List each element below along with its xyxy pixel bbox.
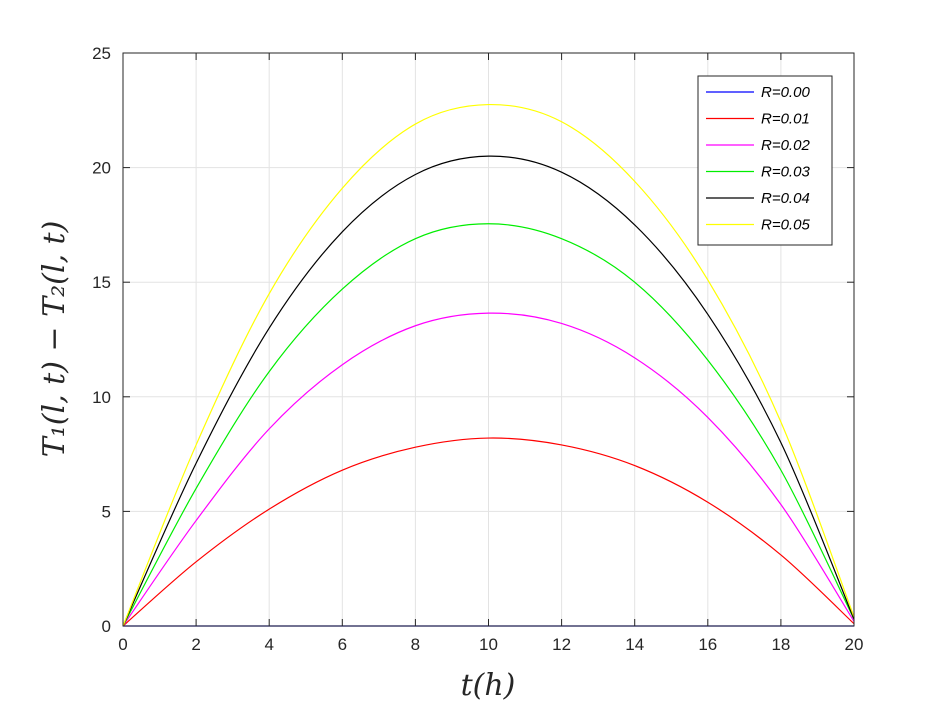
axis-ticks: 0 2 4 6 8 10 12 14 16 18 20 0 5 10 15 20 25 — [92, 44, 863, 654]
series-line-R=0.04 — [122, 155, 855, 627]
series-line-R=0.03 — [122, 223, 855, 627]
legend: R=0.00 R=0.01 R=0.02 R=0.03 R=0.04 R=0.05 — [697, 75, 833, 246]
legend-box — [697, 75, 833, 246]
y-axis-label: T₁(l, t) − T₂(l, t) — [37, 221, 72, 458]
legend-label: R=0.03 — [761, 164, 810, 181]
legend-label: R=0.04 — [761, 190, 810, 207]
y-tick-label: 25 — [92, 44, 111, 63]
x-tick-label: 12 — [552, 635, 571, 654]
y-tick-label: 0 — [102, 617, 111, 636]
y-tick-label: 10 — [92, 388, 111, 407]
x-axis-label: t(h) — [461, 668, 516, 703]
x-tick-label: 16 — [698, 635, 717, 654]
y-tick-label: 20 — [92, 159, 111, 178]
x-tick-label: 14 — [625, 635, 644, 654]
y-tick-label: 5 — [102, 502, 111, 521]
x-tick-label: 18 — [771, 635, 790, 654]
x-tick-label: 0 — [118, 635, 127, 654]
series-line-R=0.05 — [122, 103, 855, 627]
y-tick-label: 15 — [92, 273, 111, 292]
x-tick-label: 20 — [845, 635, 864, 654]
legend-label: R=0.00 — [761, 84, 810, 101]
legend-label: R=0.01 — [761, 111, 810, 128]
legend-label: R=0.02 — [761, 137, 810, 154]
legend-label: R=0.05 — [761, 217, 810, 234]
series-line-R=0.02 — [122, 312, 855, 627]
series-line-R=0.01 — [122, 437, 855, 627]
x-tick-label: 8 — [411, 635, 420, 654]
x-tick-label: 4 — [264, 635, 273, 654]
x-tick-label: 2 — [191, 635, 200, 654]
x-tick-label: 6 — [338, 635, 347, 654]
x-tick-label: 10 — [479, 635, 498, 654]
